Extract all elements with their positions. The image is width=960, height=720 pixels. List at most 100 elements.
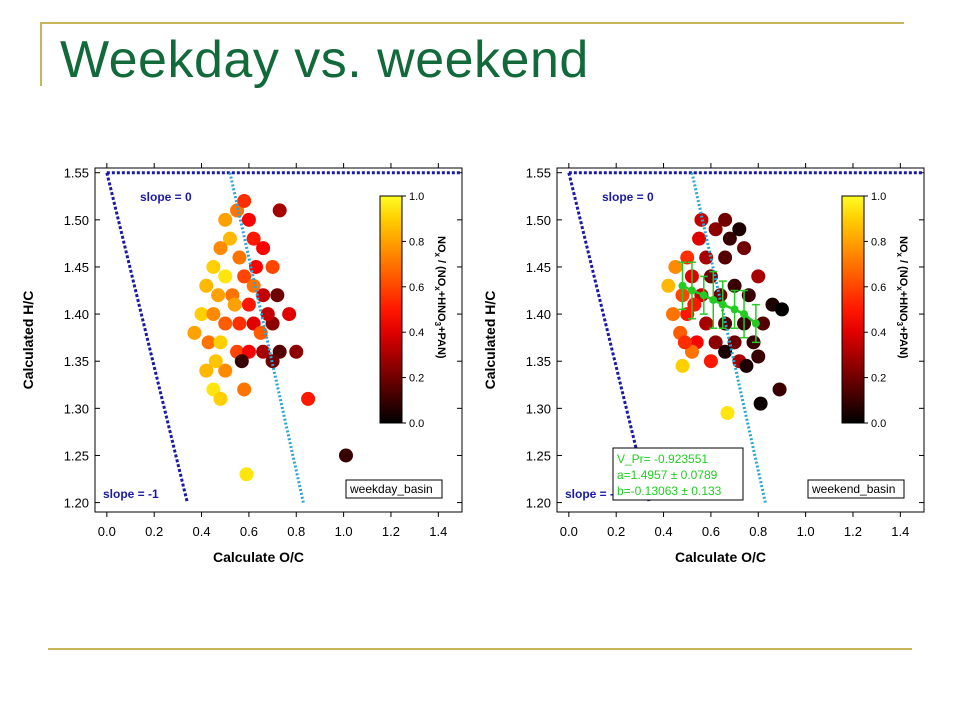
data-point <box>699 316 714 331</box>
data-point <box>751 349 766 364</box>
x-tick-label: 0.2 <box>145 524 163 539</box>
y-tick-label: 1.30 <box>526 401 551 416</box>
colorbar-label-part: x <box>433 253 442 258</box>
colorbar-tick-label: 0.0 <box>871 418 886 430</box>
data-point <box>206 307 221 322</box>
data-point <box>241 297 256 312</box>
data-point <box>732 222 747 237</box>
y-tick-label: 1.35 <box>64 354 89 369</box>
colorbar-label-part: x <box>433 286 442 291</box>
data-point <box>282 307 297 322</box>
colorbar <box>379 195 403 424</box>
data-point <box>718 250 733 265</box>
plot-frame <box>94 167 463 513</box>
colorbar-tick-label: 0.6 <box>409 282 424 294</box>
data-point <box>718 344 733 359</box>
y-axis-label: Calculated H/C <box>20 291 36 390</box>
reference-line <box>105 172 189 503</box>
data-point <box>720 406 735 421</box>
x-tick-label: 1.2 <box>844 524 862 539</box>
data-point <box>666 307 681 322</box>
y-tick-label: 1.20 <box>64 496 89 511</box>
x-tick-label: 0.8 <box>287 524 305 539</box>
data-point <box>232 316 247 331</box>
x-tick-label: 0.6 <box>702 524 720 539</box>
mean-marker <box>740 310 749 319</box>
data-point <box>213 241 228 256</box>
colorbar-label-part: x <box>895 286 904 291</box>
colorbar-tick-label: 0.4 <box>871 327 886 339</box>
y-tick-label: 1.25 <box>64 448 89 463</box>
y-axis-label: Calculated H/C <box>482 291 498 390</box>
data-point <box>246 278 261 293</box>
y-tick-label: 1.40 <box>526 307 551 322</box>
x-tick-label: 0.6 <box>240 524 258 539</box>
data-point <box>187 325 202 340</box>
data-point <box>246 231 261 246</box>
data-point <box>256 344 271 359</box>
data-point <box>741 288 756 303</box>
x-tick-label: 0.0 <box>560 524 578 539</box>
y-tick-label: 1.50 <box>64 213 89 228</box>
x-tick-label: 0.2 <box>607 524 625 539</box>
colorbar-tick-label: 0.2 <box>871 373 886 385</box>
colorbar-tick-label: 0.2 <box>409 373 424 385</box>
colorbar-tick-label: 0.8 <box>871 236 886 248</box>
data-point <box>256 241 271 256</box>
y-tick-label: 1.50 <box>526 213 551 228</box>
colorbar-label-part: x <box>895 253 904 258</box>
y-tick-label: 1.40 <box>64 307 89 322</box>
data-point <box>708 335 723 350</box>
data-point <box>218 269 233 284</box>
data-point <box>265 259 280 274</box>
legend-box <box>345 479 443 499</box>
data-point <box>194 307 209 322</box>
colorbar-tick-label: 1.0 <box>871 191 886 203</box>
annotation-slope-0: slope = 0 <box>602 190 654 204</box>
data-point <box>692 231 707 246</box>
data-point <box>699 250 714 265</box>
x-tick-label: 1.0 <box>797 524 815 539</box>
data-point <box>199 278 214 293</box>
y-tick-label: 1.55 <box>64 166 89 181</box>
y-tick-label: 1.35 <box>526 354 551 369</box>
data-point <box>677 335 692 350</box>
data-point <box>213 391 228 406</box>
annotation-slope-0: slope = 0 <box>140 190 192 204</box>
data-point <box>718 212 733 227</box>
annotation-slope-minus-1: slope = -1 <box>565 487 621 501</box>
data-point <box>751 269 766 284</box>
data-point <box>727 278 742 293</box>
slide-title: Weekday vs. weekend <box>60 31 589 89</box>
mean-marker <box>730 305 739 314</box>
data-point <box>774 302 789 317</box>
data-point <box>338 448 353 463</box>
mean-marker <box>751 319 760 328</box>
top-rule <box>40 22 904 24</box>
y-tick-label: 1.55 <box>526 166 551 181</box>
data-point <box>753 396 768 411</box>
chart-weekend: 1.20 1.25 1.30 1.35 1.40 1.45 1.50 1.55 0.0 0.2 0.… <box>482 163 925 565</box>
fit-box-text: b=-0.13063 ± 0.133 <box>617 484 722 498</box>
colorbar-label-part: +PAN) <box>435 326 447 359</box>
x-tick-label: 0.4 <box>655 524 673 539</box>
data-point <box>708 222 723 237</box>
fit-box-text: V_Pr= -0.923551 <box>617 452 708 466</box>
data-point <box>687 297 702 312</box>
data-point <box>218 363 233 378</box>
data-point <box>722 231 737 246</box>
x-tick-label: 1.4 <box>429 524 447 539</box>
x-axis-label: Calculate O/C <box>675 549 766 565</box>
x-tick-label: 0.4 <box>193 524 211 539</box>
data-point <box>256 288 271 303</box>
y-tick-label: 1.45 <box>64 260 89 275</box>
colorbar-label-part: +HNO <box>897 291 909 322</box>
data-point <box>260 307 275 322</box>
mean-marker <box>687 286 696 295</box>
mean-marker <box>709 295 718 304</box>
x-tick-label: 1.0 <box>335 524 353 539</box>
colorbar-label-part: NO <box>897 236 909 253</box>
data-point <box>270 288 285 303</box>
data-point <box>239 467 254 482</box>
